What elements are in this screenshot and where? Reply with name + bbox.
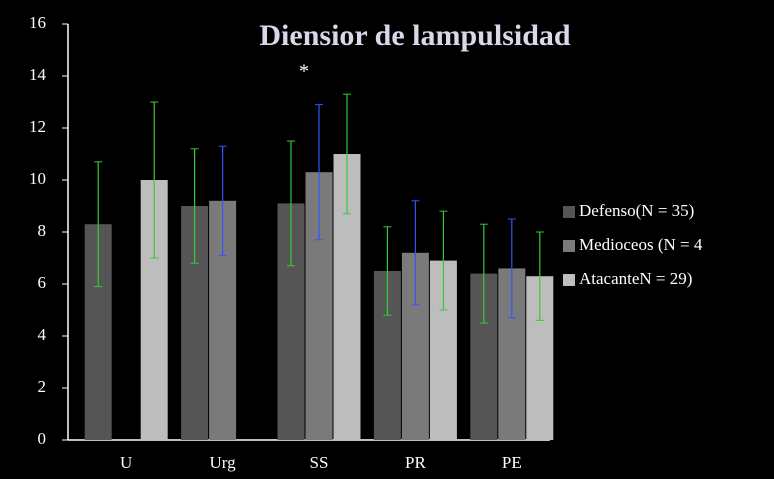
y-tick-label: 0 — [38, 429, 47, 448]
x-tick-label: Urg — [210, 453, 237, 472]
y-tick-label: 16 — [29, 13, 46, 32]
y-tick-label: 12 — [29, 117, 46, 136]
y-tick-label: 14 — [29, 65, 47, 84]
y-tick-label: 6 — [38, 273, 47, 292]
legend-label: AtacanteN = 29) — [579, 269, 692, 288]
x-tick-label: U — [120, 453, 132, 472]
chart-title: Diensior de lampulsidad — [259, 19, 571, 52]
y-tick-label: 4 — [38, 325, 47, 344]
legend-label: Medioceos (N = 4 — [579, 235, 703, 254]
legend-swatch — [563, 240, 575, 252]
x-tick-label: PR — [405, 453, 426, 472]
x-tick-label: PE — [502, 453, 522, 472]
y-tick-label: 2 — [38, 377, 47, 396]
legend-label: Defenso(N = 35) — [579, 201, 694, 220]
legend-swatch — [563, 274, 575, 286]
x-tick-label: SS — [310, 453, 329, 472]
y-tick-label: 8 — [38, 221, 47, 240]
annotation: * — [299, 61, 309, 83]
y-tick-label: 10 — [29, 169, 46, 188]
legend-swatch — [563, 206, 575, 218]
